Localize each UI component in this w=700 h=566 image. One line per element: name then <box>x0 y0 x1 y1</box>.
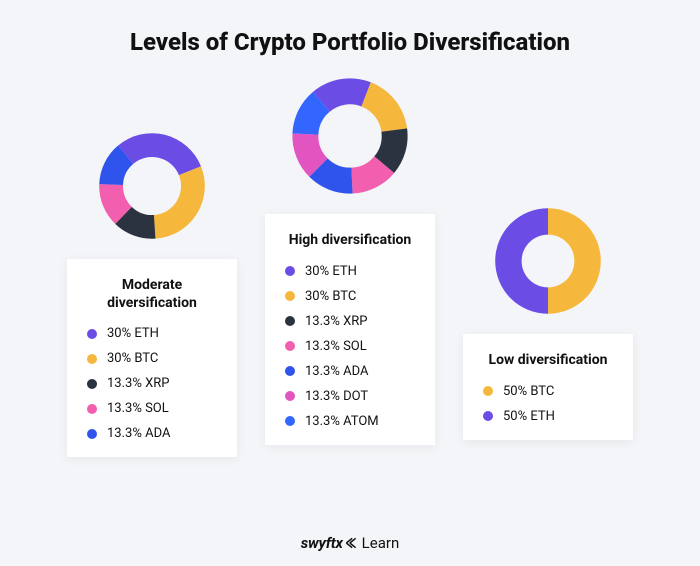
legend-label: 13.3% ADA <box>107 426 170 441</box>
legend-swatch <box>87 354 97 364</box>
columns: Moderate diversification 30% ETH 30% BTC 1… <box>0 76 700 457</box>
donut-slice <box>361 82 407 132</box>
legend-swatch <box>87 329 97 339</box>
legend-row: 30% ETH <box>285 264 415 279</box>
legend-row: 13.3% DOT <box>285 389 415 404</box>
legend-label: 13.3% DOT <box>305 389 368 404</box>
donut-slice <box>154 166 205 238</box>
legend-label: 30% BTC <box>305 289 356 304</box>
card-high: High diversification 30% ETH 30% BTC 13.3%… <box>265 214 435 445</box>
donut-high <box>290 76 410 196</box>
legend-row: 30% BTC <box>87 351 217 366</box>
legend-label: 50% ETH <box>503 409 555 424</box>
legend-moderate: 30% ETH 30% BTC 13.3% XRP 13.3% SOL 13.3% AD… <box>87 326 217 441</box>
legend-swatch <box>285 416 295 426</box>
card-low: Low diversification 50% BTC 50% ETH <box>463 334 633 440</box>
legend-row: 13.3% ADA <box>285 364 415 379</box>
legend-label: 13.3% XRP <box>305 314 367 329</box>
card-moderate: Moderate diversification 30% ETH 30% BTC 1… <box>67 259 237 457</box>
legend-swatch <box>87 404 97 414</box>
brand-name: swyftx <box>301 534 343 552</box>
donut-moderate <box>97 131 207 241</box>
legend-row: 13.3% XRP <box>285 314 415 329</box>
page-title: Levels of Crypto Portfolio Diversificati… <box>0 0 700 56</box>
donut-slice <box>548 208 601 314</box>
brand-sub: Learn <box>362 534 400 552</box>
legend-high: 30% ETH 30% BTC 13.3% XRP 13.3% SOL 13.3% AD… <box>285 264 415 429</box>
card-title-moderate: Moderate diversification <box>87 277 217 312</box>
legend-swatch <box>285 366 295 376</box>
legend-label: 30% ETH <box>107 326 159 341</box>
legend-swatch <box>87 379 97 389</box>
legend-label: 13.3% SOL <box>305 339 367 354</box>
column-moderate: Moderate diversification 30% ETH 30% BTC 1… <box>67 131 237 457</box>
legend-label: 30% ETH <box>305 264 357 279</box>
donut-slice <box>495 208 548 314</box>
legend-row: 13.3% ATOM <box>285 414 415 429</box>
donut-low <box>493 206 603 316</box>
legend-swatch <box>285 291 295 301</box>
legend-row: 50% BTC <box>483 384 613 399</box>
legend-label: 50% BTC <box>503 384 554 399</box>
legend-swatch <box>285 391 295 401</box>
legend-swatch <box>483 411 493 421</box>
legend-label: 13.3% XRP <box>107 376 169 391</box>
legend-swatch <box>285 316 295 326</box>
legend-swatch <box>285 266 295 276</box>
brand-arrow-icon <box>344 536 358 554</box>
legend-low: 50% BTC 50% ETH <box>483 384 613 424</box>
brand-footer: swyftx Learn <box>0 534 700 552</box>
legend-row: 30% BTC <box>285 289 415 304</box>
legend-row: 30% ETH <box>87 326 217 341</box>
legend-row: 13.3% XRP <box>87 376 217 391</box>
legend-row: 50% ETH <box>483 409 613 424</box>
card-title-high: High diversification <box>285 232 415 250</box>
legend-swatch <box>483 386 493 396</box>
card-title-low: Low diversification <box>483 352 613 370</box>
legend-swatch <box>87 429 97 439</box>
legend-row: 13.3% SOL <box>87 401 217 416</box>
column-high: High diversification 30% ETH 30% BTC 13.3%… <box>265 76 435 445</box>
legend-label: 13.3% ADA <box>305 364 368 379</box>
legend-row: 13.3% SOL <box>285 339 415 354</box>
legend-swatch <box>285 341 295 351</box>
legend-label: 13.3% SOL <box>107 401 169 416</box>
column-low: Low diversification 50% BTC 50% ETH <box>463 206 633 440</box>
legend-row: 13.3% ADA <box>87 426 217 441</box>
legend-label: 30% BTC <box>107 351 158 366</box>
legend-label: 13.3% ATOM <box>305 414 379 429</box>
donut-slice <box>118 133 201 175</box>
